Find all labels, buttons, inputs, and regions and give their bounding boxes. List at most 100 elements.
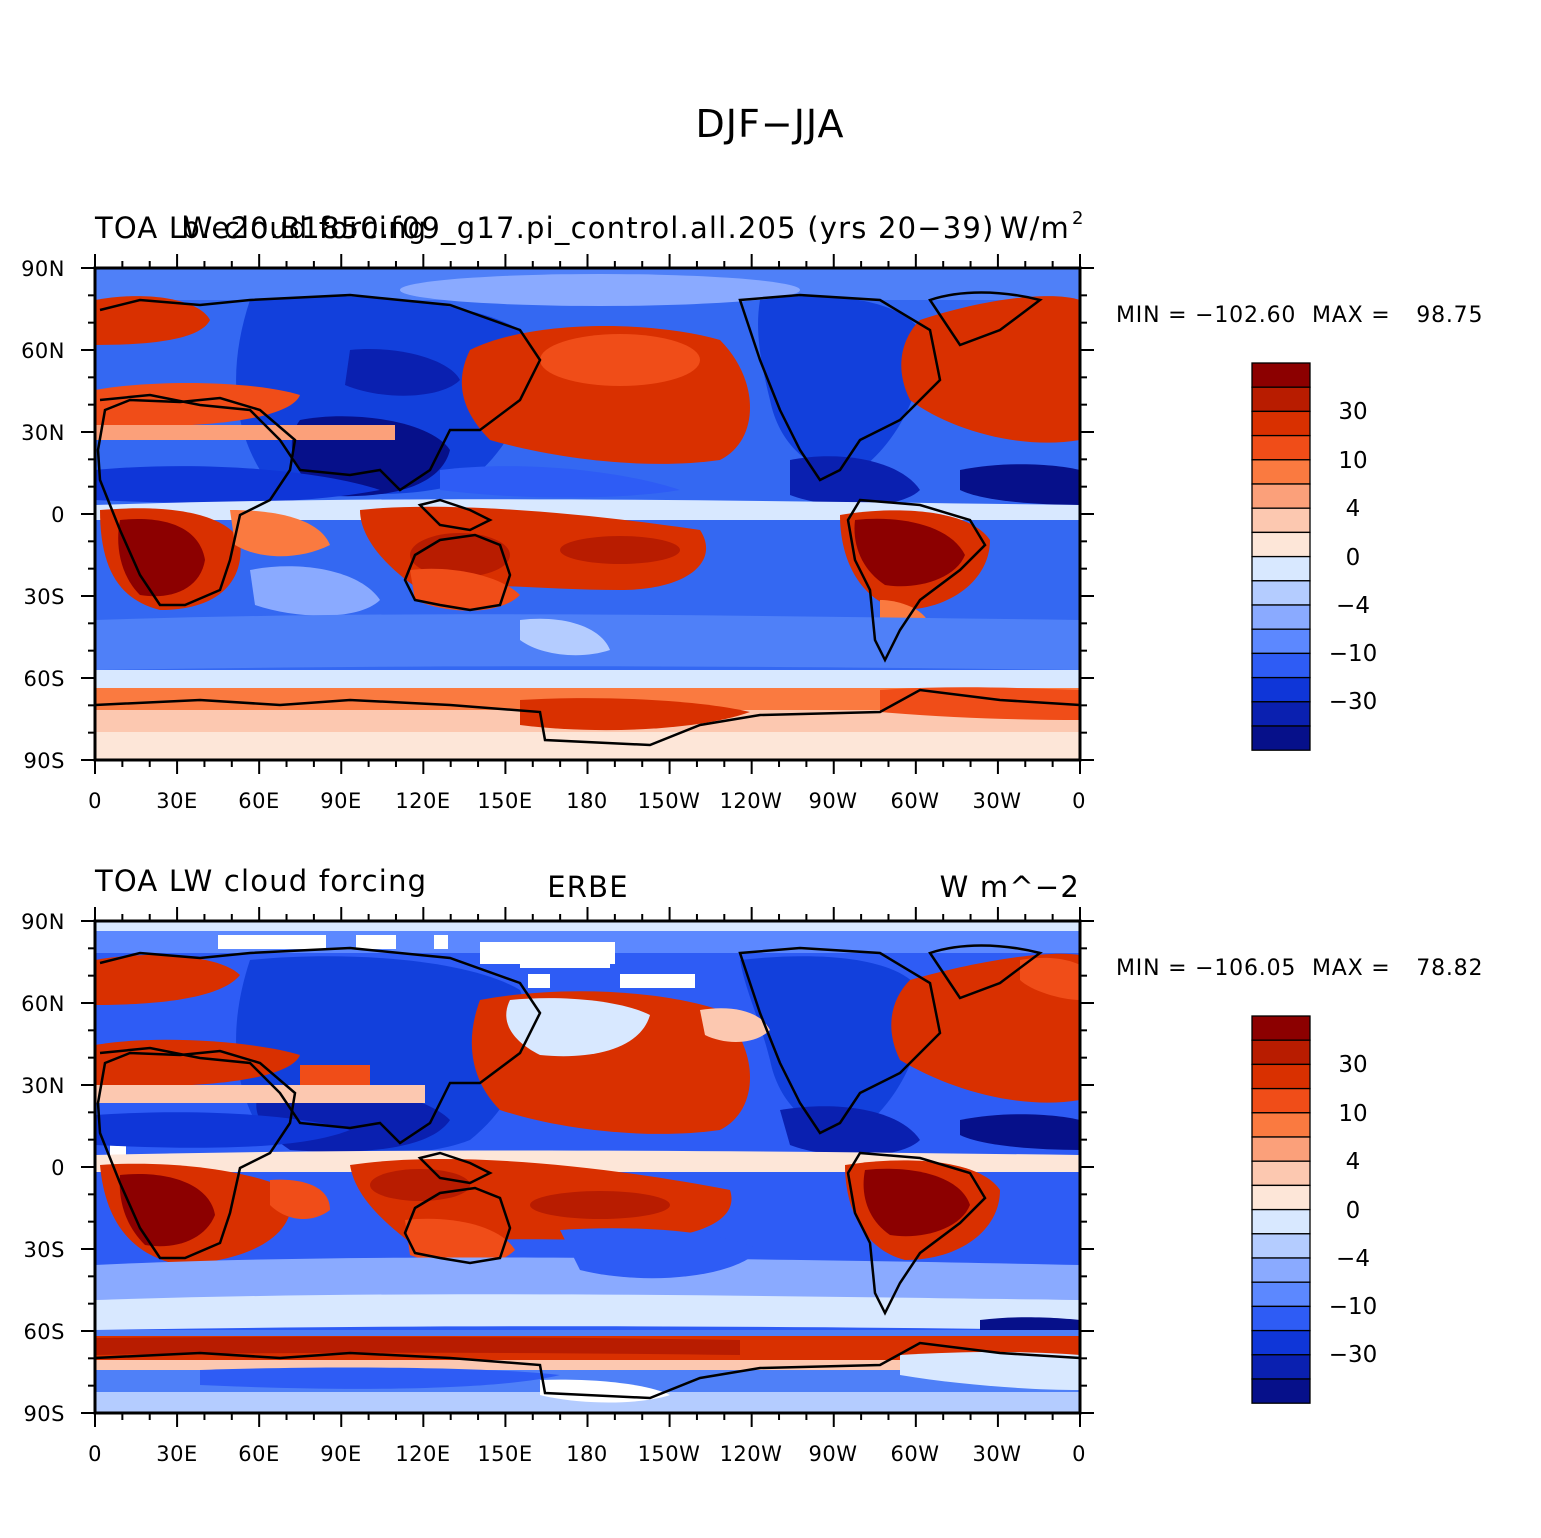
- min-max-readout: MIN = −106.05 MAX = 78.82: [1116, 956, 1483, 981]
- x-tick-label: 120E: [395, 1442, 450, 1466]
- colorbar-box: [1251, 362, 1311, 388]
- map-field: [95, 921, 1080, 1413]
- max-value: 98.75: [1416, 303, 1483, 328]
- colorbar-box: [1251, 652, 1311, 679]
- x-tick-label: 120W: [720, 789, 783, 813]
- colorbar-box: [1251, 1015, 1311, 1041]
- x-tick-label: 60W: [891, 1442, 940, 1466]
- colorbar-labels: 30 10 4 0 −4 −10 −30: [1329, 399, 1378, 715]
- y-tick-label: 90N: [21, 910, 65, 934]
- panel-title-left: TOA LW cloud forcing: [94, 864, 427, 898]
- colorbar-box: [1251, 1208, 1311, 1235]
- colorbar-label: −4: [1336, 593, 1370, 619]
- y-tick-label: 90S: [23, 749, 65, 773]
- panel-title-units: W/m: [1000, 211, 1070, 245]
- colorbar-box: [1251, 725, 1311, 751]
- panel-title-center: ERBE: [547, 870, 629, 904]
- min-value: −102.60: [1195, 303, 1296, 328]
- colorbar-box: [1251, 434, 1311, 461]
- y-axis-labels: 90N 60N 30N 0 30S 60S 90S: [21, 257, 65, 773]
- tick-marks: [81, 254, 1094, 774]
- colorbar-labels: 30 10 4 0 −4 −10 −30: [1329, 1052, 1378, 1368]
- colorbar-label: 10: [1338, 1101, 1367, 1127]
- colorbar-label: −30: [1329, 689, 1378, 715]
- x-tick-label: 30E: [156, 1442, 198, 1466]
- colorbar-label: 30: [1338, 1052, 1367, 1078]
- colorbar-box: [1251, 580, 1311, 606]
- y-tick-label: 90N: [21, 257, 65, 281]
- x-tick-label: 60W: [891, 789, 940, 813]
- x-tick-label: 0: [1072, 1442, 1086, 1466]
- min-max-readout: MIN = −102.60 MAX = 98.75: [1116, 303, 1483, 328]
- coastlines: [95, 291, 1080, 747]
- y-axis-labels: 90N 60N 30N 0 30S 60S 90S: [21, 910, 65, 1426]
- colorbar-box: [1251, 1136, 1311, 1162]
- x-tick-label: 60E: [238, 789, 280, 813]
- colorbar-box: [1251, 701, 1311, 727]
- colorbar-box: [1251, 507, 1311, 534]
- colorbar-box: [1251, 1112, 1311, 1138]
- x-tick-label: 150W: [638, 789, 701, 813]
- panel-title-units: W m^−2: [940, 870, 1080, 904]
- figure-title: DJF−JJA: [696, 102, 845, 146]
- colorbar-box: [1251, 604, 1311, 630]
- x-axis-labels: 0 30E 60E 90E 120E 150E 180 150W 120W 90…: [88, 1442, 1086, 1466]
- colorbar-box: [1251, 1184, 1311, 1211]
- y-tick-label: 0: [51, 503, 65, 527]
- colorbar-box: [1251, 410, 1311, 437]
- colorbar-label: 30: [1338, 399, 1367, 425]
- y-tick-label: 60N: [21, 339, 65, 363]
- colorbar-label: −10: [1329, 1294, 1378, 1320]
- x-tick-label: 150E: [477, 789, 532, 813]
- panel-title-center: b.e20.B1850.f09_g17.pi_control.all.205 (…: [181, 211, 994, 245]
- colorbar-box: [1251, 1063, 1311, 1090]
- x-tick-label: 120W: [720, 1442, 783, 1466]
- x-tick-label: 0: [1072, 789, 1086, 813]
- x-axis-labels: 0 30E 60E 90E 120E 150E 180 150W 120W 90…: [88, 789, 1086, 813]
- colorbar-label: 10: [1338, 448, 1367, 474]
- max-value: 78.82: [1416, 956, 1483, 981]
- y-tick-label: 30S: [23, 1238, 65, 1262]
- y-tick-label: 60N: [21, 992, 65, 1016]
- x-tick-label: 0: [88, 789, 102, 813]
- panel-model: TOA LW cloud forcing b.e20.B1850.f09_g17…: [21, 208, 1483, 813]
- colorbar-box: [1251, 459, 1311, 485]
- colorbar-label: 0: [1346, 545, 1361, 571]
- x-tick-label: 0: [88, 1442, 102, 1466]
- x-tick-label: 90W: [809, 1442, 858, 1466]
- colorbar-box: [1251, 628, 1311, 655]
- colorbar-box: [1251, 1257, 1311, 1283]
- max-label: MAX =: [1312, 303, 1391, 328]
- units-superscript: 2: [1072, 208, 1083, 229]
- colorbar-label: 0: [1346, 1198, 1361, 1224]
- x-tick-label: 120E: [395, 789, 450, 813]
- colorbar-box: [1251, 1039, 1311, 1066]
- x-tick-label: 180: [566, 1442, 608, 1466]
- colorbar-box: [1251, 483, 1311, 509]
- colorbar-box: [1251, 1329, 1311, 1356]
- colorbar-box: [1251, 1087, 1311, 1114]
- x-tick-label: 30E: [156, 789, 198, 813]
- coastlines: [95, 944, 1080, 1400]
- x-tick-label: 150E: [477, 1442, 532, 1466]
- y-tick-label: 30S: [23, 585, 65, 609]
- colorbar: [1251, 1015, 1311, 1404]
- x-tick-label: 90E: [320, 1442, 362, 1466]
- colorbar-box: [1251, 1160, 1311, 1187]
- y-tick-label: 0: [51, 1156, 65, 1180]
- min-label: MIN =: [1116, 303, 1187, 328]
- colorbar-label: −30: [1329, 1342, 1378, 1368]
- y-tick-label: 90S: [23, 1402, 65, 1426]
- colorbar-box: [1251, 386, 1311, 413]
- colorbar-box: [1251, 531, 1311, 558]
- panel-title-left: TOA LW cloud forcing: [94, 211, 427, 245]
- min-value: −106.05: [1195, 956, 1296, 981]
- colorbar-box: [1251, 1305, 1311, 1332]
- colorbar-box: [1251, 1281, 1311, 1308]
- x-tick-label: 30W: [973, 789, 1022, 813]
- y-tick-label: 30N: [21, 1074, 65, 1098]
- colorbar-label: −10: [1329, 641, 1378, 667]
- colorbar-box: [1251, 555, 1311, 582]
- colorbar-box: [1251, 1233, 1311, 1259]
